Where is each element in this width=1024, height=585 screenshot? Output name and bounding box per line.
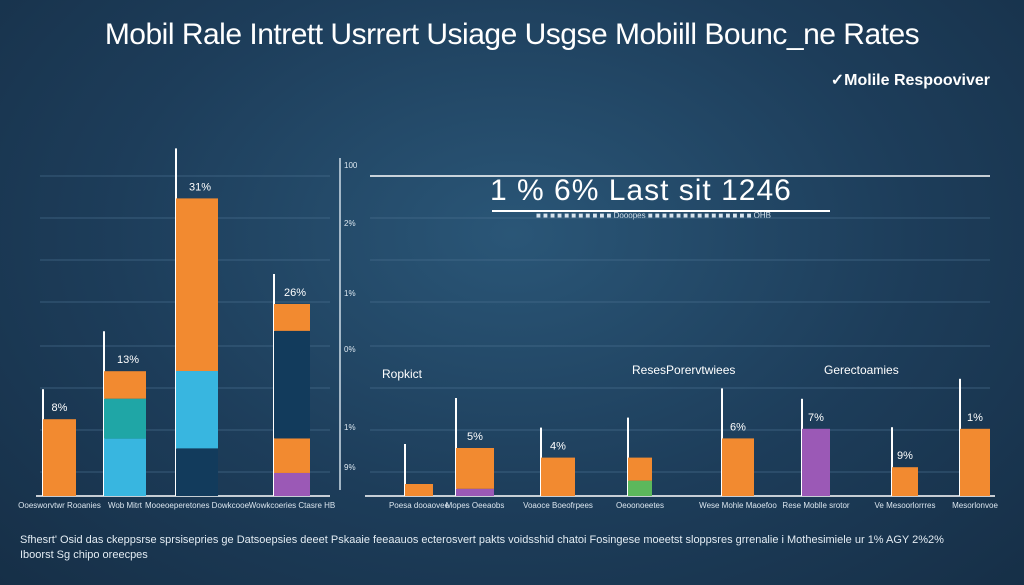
bar-segment bbox=[274, 438, 310, 473]
footer-caption: Sfhesrt' Osid das ckeppsrse sprsisepries… bbox=[20, 533, 1010, 563]
bar-value-label: 1% bbox=[967, 412, 983, 424]
group-labels: Ropkict ResesPorervtwiees Gerectoamies bbox=[382, 363, 899, 381]
bar-value-label: 9% bbox=[897, 450, 913, 462]
axis-tick-label: 2% bbox=[344, 219, 356, 228]
bar-value-label: 13% bbox=[117, 354, 139, 366]
bar-segment bbox=[960, 428, 990, 496]
bar-value-label: 31% bbox=[189, 181, 211, 193]
bar-value-label: 26% bbox=[284, 287, 306, 299]
footer-line-1: Sfhesrt' Osid das ckeppsrse sprsisepries… bbox=[20, 534, 944, 546]
mobile-responsive-badge: ✓Molile Respooviver bbox=[830, 72, 990, 89]
axis-tick-label: 100 bbox=[344, 161, 358, 170]
axis-tick-label: 0% bbox=[344, 345, 356, 354]
bar-segment bbox=[628, 457, 652, 481]
axis-tick-label: 1% bbox=[344, 289, 356, 298]
bar-value-label: 8% bbox=[52, 402, 68, 414]
bar-segment bbox=[405, 484, 433, 496]
bar-segment bbox=[802, 428, 830, 496]
bar-segment bbox=[176, 198, 218, 372]
bar-value-label: 6% bbox=[730, 421, 746, 433]
category-label: Rese Moblle srotor bbox=[782, 501, 849, 510]
bar-segment bbox=[274, 472, 310, 496]
bar-segment bbox=[541, 457, 575, 496]
group-label: ResesPorervtwiees bbox=[632, 363, 735, 377]
bar-segment bbox=[892, 467, 918, 496]
headline-legend: ■ ■ ■ ■ ■ ■ ■ ■ ■ ■ ■ Dooopes ■ ■ ■ ■ ■ … bbox=[536, 211, 772, 220]
category-label: Poesa dooaovee bbox=[389, 501, 450, 510]
category-label: Mooeoeperetones Dowkcooe bbox=[145, 501, 250, 510]
category-label: Ve Mesoorlorrres bbox=[875, 501, 936, 510]
bar-segment bbox=[176, 448, 218, 496]
bar-segment bbox=[104, 438, 146, 496]
group-label: Gerectoamies bbox=[824, 363, 899, 377]
bar-segment bbox=[456, 488, 494, 496]
bars bbox=[42, 148, 990, 496]
footer-line-2: Iboorst Sg chipo oreecpes bbox=[20, 549, 148, 561]
bar-segment bbox=[722, 438, 754, 496]
bar-value-label: 4% bbox=[550, 441, 566, 453]
axis-tick-label: 1% bbox=[344, 423, 356, 432]
bar-segment bbox=[274, 304, 310, 331]
category-label: Mopes Oeeaobs bbox=[446, 501, 505, 510]
bar-segment bbox=[104, 398, 146, 439]
chart-title: Mobil Rale Intrett Usrrert Usiage Usgse … bbox=[104, 18, 920, 51]
category-label: Mesorlonvoe bbox=[952, 501, 998, 510]
category-label: Wowkcoeries Ctasre HB bbox=[249, 501, 336, 510]
category-label: Voaoce Boeofrpees bbox=[523, 501, 593, 510]
bar-segment bbox=[274, 330, 310, 439]
bar-segment bbox=[456, 448, 494, 489]
axis-tick-label: 9% bbox=[344, 463, 356, 472]
bar-segment bbox=[628, 480, 652, 496]
bar-segment bbox=[104, 371, 146, 399]
bar-labels: 8% Ooesworvtwr Rooanies 13% Wob Mitrt 31% Moo… bbox=[18, 181, 998, 510]
category-label: Wob Mitrt bbox=[108, 501, 143, 510]
category-label: Oeoonoeetes bbox=[616, 501, 664, 510]
category-label: Ooesworvtwr Rooanies bbox=[18, 501, 101, 510]
headline-stat: 1 % 6% Last sit 1246 bbox=[490, 174, 792, 207]
bar-segment bbox=[43, 419, 76, 496]
group-label: Ropkict bbox=[382, 367, 423, 381]
bar-value-label: 7% bbox=[808, 412, 824, 424]
bar-value-label: 5% bbox=[467, 431, 483, 443]
category-label: Wese Mohle Maoefoo bbox=[699, 501, 777, 510]
bar-segment bbox=[176, 371, 218, 449]
